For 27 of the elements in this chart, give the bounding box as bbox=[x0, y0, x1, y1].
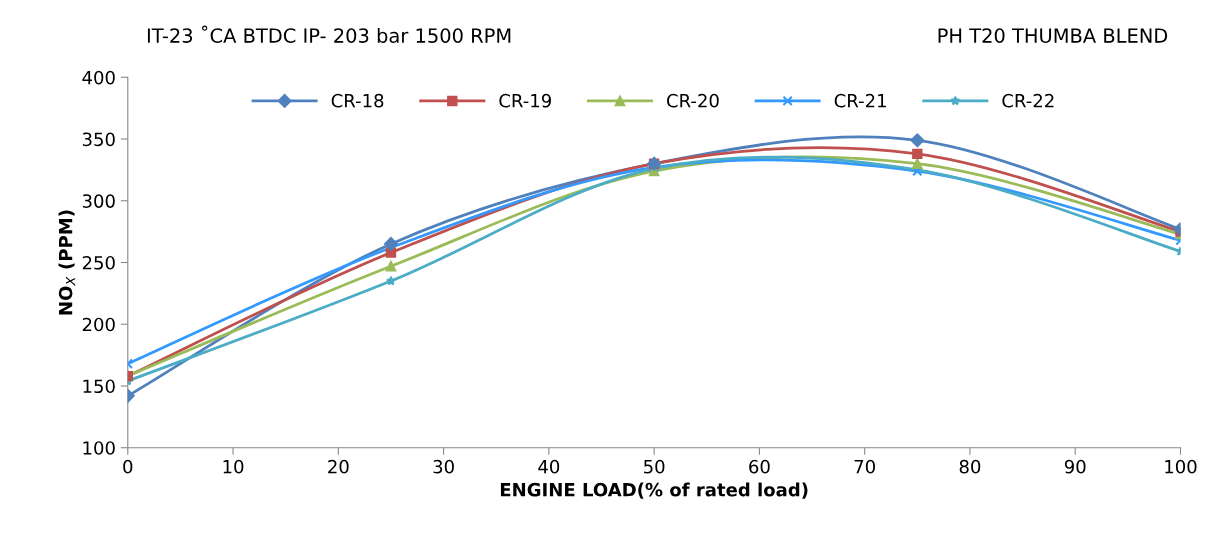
x-tick-label: 40 bbox=[538, 459, 560, 474]
x-tick-label: 90 bbox=[1064, 459, 1086, 474]
y-tick-label: 250 bbox=[82, 255, 115, 270]
x-tick-label: 50 bbox=[644, 459, 665, 474]
chart-title: IT-23 ˚CA BTDC IP- 203 bar 1500 RPM bbox=[147, 25, 511, 43]
x-tick-label: 80 bbox=[959, 459, 981, 474]
legend-label: CR-20 bbox=[667, 93, 719, 108]
y-tick-label: 300 bbox=[82, 194, 115, 208]
chart-subtitle: PH T20 THUMBA BLEND bbox=[938, 28, 1168, 43]
legend-label: CR-22 bbox=[1002, 93, 1054, 108]
x-tick-label: 70 bbox=[854, 459, 875, 474]
legend-label: CR-21 bbox=[834, 93, 886, 108]
x-tick-label: 100 bbox=[1165, 459, 1197, 474]
legend-label: CR-19 bbox=[499, 93, 551, 108]
x-tick-label: 10 bbox=[223, 459, 244, 474]
y-tick-label: 350 bbox=[82, 132, 115, 147]
y-tick-label: 150 bbox=[83, 379, 115, 394]
x-tick-label: 20 bbox=[328, 459, 349, 474]
x-tick-label: 0 bbox=[123, 459, 133, 474]
y-axis-title: NO$_{X}$ (PPM) bbox=[58, 210, 76, 315]
y-tick-label: 200 bbox=[82, 317, 115, 332]
legend-label: CR-18 bbox=[331, 93, 384, 108]
x-axis-title: ENGINE LOAD(% of rated load) bbox=[500, 482, 808, 499]
x-tick-label: 60 bbox=[749, 459, 770, 474]
y-tick-label: 400 bbox=[82, 70, 115, 85]
x-tick-label: 30 bbox=[433, 459, 454, 474]
y-tick-label: 100 bbox=[83, 441, 115, 455]
